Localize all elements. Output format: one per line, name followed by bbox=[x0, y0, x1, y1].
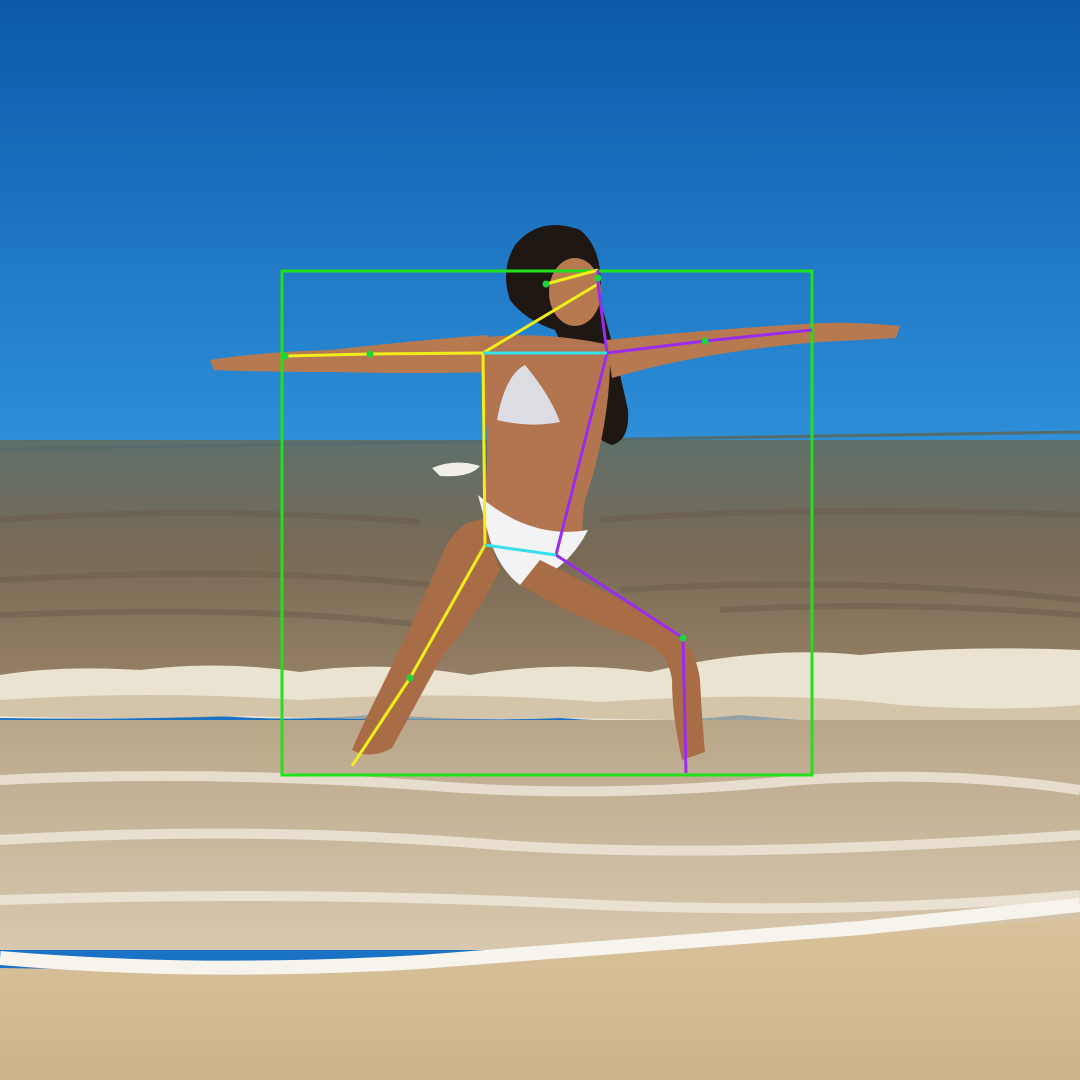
keypoint-left-elbow bbox=[366, 350, 374, 358]
keypoint-right-elbow bbox=[701, 337, 709, 345]
skeleton-torso-right bbox=[554, 352, 609, 556]
shoreline-foam bbox=[0, 898, 1080, 975]
sea-ripples bbox=[0, 508, 1080, 628]
skeleton-thigh-right bbox=[555, 553, 684, 640]
keypoint-left-eye bbox=[542, 280, 550, 288]
bikini-top bbox=[497, 365, 560, 425]
keypoint-nose bbox=[594, 274, 602, 282]
skeleton-torso-left bbox=[481, 352, 487, 546]
skeleton-head-shoulder-right bbox=[596, 283, 609, 354]
skeleton-forearm-right bbox=[704, 328, 813, 343]
skeleton-center bbox=[483, 351, 607, 557]
skeleton-shin-right bbox=[681, 637, 688, 774]
skeleton-thigh-left bbox=[408, 544, 487, 679]
left-leg bbox=[352, 520, 500, 755]
keypoint-left-knee bbox=[406, 674, 414, 682]
head bbox=[549, 258, 601, 326]
keypoints bbox=[281, 274, 709, 682]
keypoint-left-wrist bbox=[281, 352, 289, 360]
skeleton-upper-arm-left bbox=[369, 351, 484, 356]
right-arm bbox=[606, 322, 900, 378]
skeleton-head-shoulder-left bbox=[482, 282, 599, 355]
keypoint-right-knee bbox=[679, 634, 687, 642]
skeleton-forearm-left bbox=[284, 352, 371, 358]
skeleton-right bbox=[554, 270, 813, 774]
person-bounding-box bbox=[280, 269, 814, 777]
skeleton-left bbox=[284, 268, 599, 767]
skeleton-upper-arm-right bbox=[606, 339, 706, 355]
wash-foam-streaks bbox=[0, 771, 1080, 914]
skeleton-hip-line bbox=[484, 543, 557, 557]
skeleton-head-eye bbox=[545, 268, 599, 286]
sand bbox=[0, 918, 1080, 1080]
skeleton-shin-left bbox=[350, 677, 412, 767]
distant-wave bbox=[432, 462, 480, 477]
bikini-bottom bbox=[478, 495, 588, 585]
